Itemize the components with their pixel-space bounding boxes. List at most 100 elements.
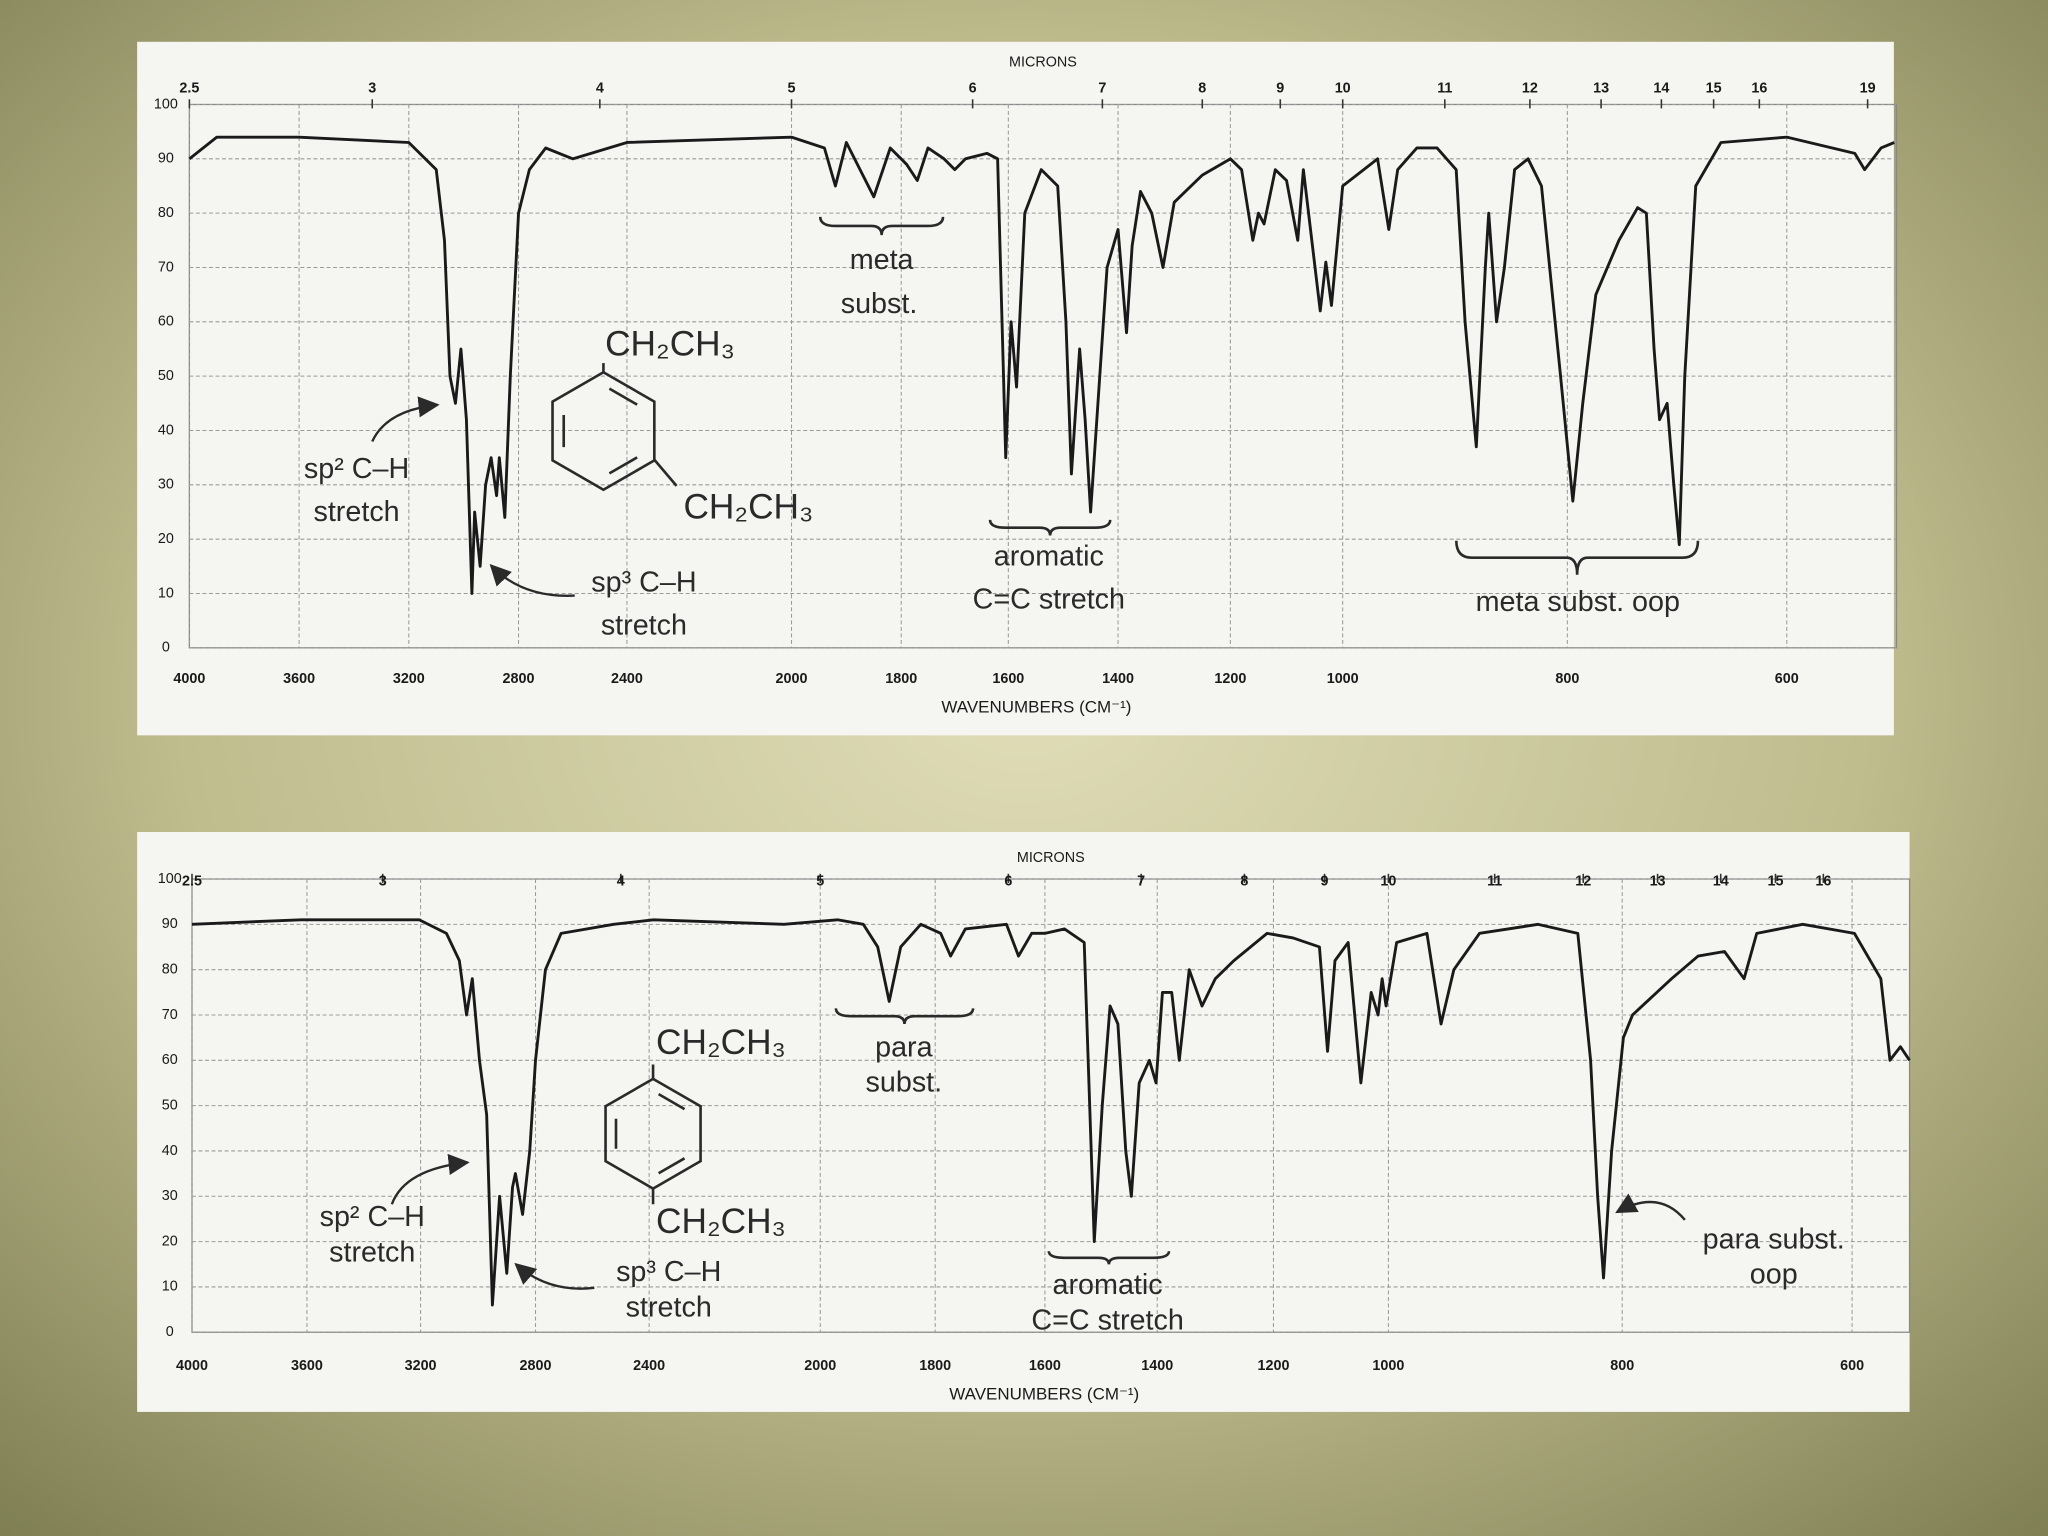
annotation: sp² C–H bbox=[320, 1201, 425, 1233]
y-tick-label: 60 bbox=[162, 1052, 178, 1068]
x2-tick-label: 16 bbox=[1751, 81, 1767, 97]
annotation: CH₂CH₃ bbox=[605, 324, 735, 363]
annotation: aromatic bbox=[994, 540, 1104, 572]
x-tick-label: 1200 bbox=[1257, 1358, 1289, 1374]
y-tick-label: 100 bbox=[154, 96, 178, 112]
y-tick-label: 40 bbox=[162, 1143, 178, 1159]
x2-tick-label: 15 bbox=[1706, 81, 1722, 97]
annotation: CH₂CH₃ bbox=[683, 488, 813, 527]
y-tick-label: 0 bbox=[166, 1324, 174, 1340]
annotation: C=C stretch bbox=[973, 583, 1125, 615]
y-tick-label: 10 bbox=[158, 585, 174, 601]
x-tick-label: 3600 bbox=[283, 671, 315, 687]
x2-tick-label: 2.5 bbox=[179, 81, 199, 97]
x2-tick-label: 4 bbox=[617, 873, 625, 889]
spectrum-line bbox=[188, 135, 1895, 595]
x2-tick-label: 10 bbox=[1335, 81, 1351, 97]
annotation-shape bbox=[551, 370, 656, 492]
x2-tick-label: 9 bbox=[1276, 81, 1284, 97]
spectrum-line bbox=[191, 918, 1911, 1307]
x2-axis-title: MICRONS bbox=[1009, 54, 1077, 70]
x2-tick-label: 11 bbox=[1487, 873, 1502, 889]
x2-axis-title: MICRONS bbox=[1017, 850, 1085, 866]
x2-tick-label: 2.5 bbox=[182, 873, 202, 889]
x2-tick-label: 14 bbox=[1713, 873, 1729, 889]
annotation: stretch bbox=[313, 496, 399, 528]
annotation: sp² C–H bbox=[304, 453, 409, 485]
annotation-arrow bbox=[371, 396, 440, 442]
x-tick-label: 1600 bbox=[1029, 1358, 1061, 1374]
annotation-shape bbox=[818, 216, 945, 236]
annotation: sp³ C–H bbox=[591, 566, 696, 598]
x-tick-label: 1400 bbox=[1102, 671, 1134, 687]
annotation: meta subst. oop bbox=[1476, 586, 1680, 618]
x-tick-label: 1600 bbox=[992, 671, 1024, 687]
annotation: meta bbox=[850, 244, 914, 276]
x2-tick-label: 3 bbox=[368, 81, 376, 97]
x-tick-label: 2800 bbox=[503, 671, 535, 687]
x-tick-label: 600 bbox=[1775, 671, 1799, 687]
x-axis-title: WAVENUMBERS (CM⁻¹) bbox=[949, 1384, 1139, 1403]
annotation-arrow bbox=[489, 564, 575, 597]
x-tick-label: 3200 bbox=[393, 671, 425, 687]
y-tick-label: 30 bbox=[162, 1188, 178, 1204]
y-tick-label: 50 bbox=[158, 368, 174, 384]
x-tick-label: 4000 bbox=[173, 671, 205, 687]
x-tick-label: 2000 bbox=[804, 1358, 836, 1374]
x2-tick-label: 3 bbox=[379, 873, 387, 889]
x2-tick-label: 8 bbox=[1198, 81, 1206, 97]
y-tick-label: 70 bbox=[162, 1007, 178, 1023]
x2-tick-label: 6 bbox=[1004, 873, 1012, 889]
x-tick-label: 3600 bbox=[291, 1358, 323, 1374]
annotation: para bbox=[875, 1031, 933, 1063]
x-tick-label: 800 bbox=[1555, 671, 1579, 687]
y-tick-label: 20 bbox=[158, 531, 174, 547]
annotation: aromatic bbox=[1053, 1269, 1163, 1301]
x2-tick-label: 7 bbox=[1098, 81, 1106, 97]
x2-tick-label: 10 bbox=[1380, 873, 1396, 889]
annotation-shape bbox=[988, 519, 1112, 536]
y-tick-label: 50 bbox=[162, 1097, 178, 1113]
annotation-shape bbox=[653, 458, 678, 487]
chart-panel bbox=[137, 41, 1894, 736]
annotation: stretch bbox=[601, 610, 687, 642]
y-tick-label: 60 bbox=[158, 314, 174, 330]
x2-tick-label: 5 bbox=[816, 873, 824, 889]
x-tick-label: 1800 bbox=[885, 671, 917, 687]
annotation-shape bbox=[1047, 1251, 1171, 1265]
x2-tick-label: 14 bbox=[1653, 81, 1669, 97]
x2-tick-label: 5 bbox=[788, 81, 796, 97]
x2-tick-label: 13 bbox=[1593, 81, 1609, 97]
annotation: stretch bbox=[626, 1291, 712, 1323]
y-tick-label: 90 bbox=[158, 151, 174, 167]
x2-tick-label: 4 bbox=[596, 81, 604, 97]
annotation-shape bbox=[834, 1008, 975, 1025]
x2-tick-label: 11 bbox=[1437, 81, 1452, 97]
y-tick-label: 80 bbox=[162, 961, 178, 977]
x-tick-label: 2800 bbox=[520, 1358, 552, 1374]
x2-tick-label: 8 bbox=[1240, 873, 1248, 889]
x-tick-label: 2000 bbox=[776, 671, 808, 687]
annotation-arrow bbox=[390, 1153, 470, 1205]
annotation-arrow bbox=[514, 1262, 595, 1290]
x-tick-label: 1200 bbox=[1214, 671, 1246, 687]
annotation: oop bbox=[1750, 1259, 1798, 1291]
x2-tick-label: 12 bbox=[1575, 873, 1591, 889]
x2-tick-label: 15 bbox=[1767, 873, 1783, 889]
annotation: CH₂CH₃ bbox=[656, 1202, 786, 1241]
x-axis-title: WAVENUMBERS (CM⁻¹) bbox=[941, 697, 1131, 716]
y-tick-label: 0 bbox=[162, 640, 170, 656]
y-tick-label: 100 bbox=[158, 871, 182, 887]
x-tick-label: 2400 bbox=[611, 671, 643, 687]
x-tick-label: 2400 bbox=[633, 1358, 665, 1374]
x2-tick-label: 16 bbox=[1815, 873, 1831, 889]
annotation-shape bbox=[1455, 540, 1700, 575]
annotation: sp³ C–H bbox=[616, 1256, 721, 1288]
x-tick-label: 1000 bbox=[1372, 1358, 1404, 1374]
annotation: para subst. bbox=[1703, 1223, 1845, 1255]
x2-tick-label: 9 bbox=[1321, 873, 1329, 889]
x2-tick-label: 19 bbox=[1860, 81, 1876, 97]
y-tick-label: 70 bbox=[158, 259, 174, 275]
